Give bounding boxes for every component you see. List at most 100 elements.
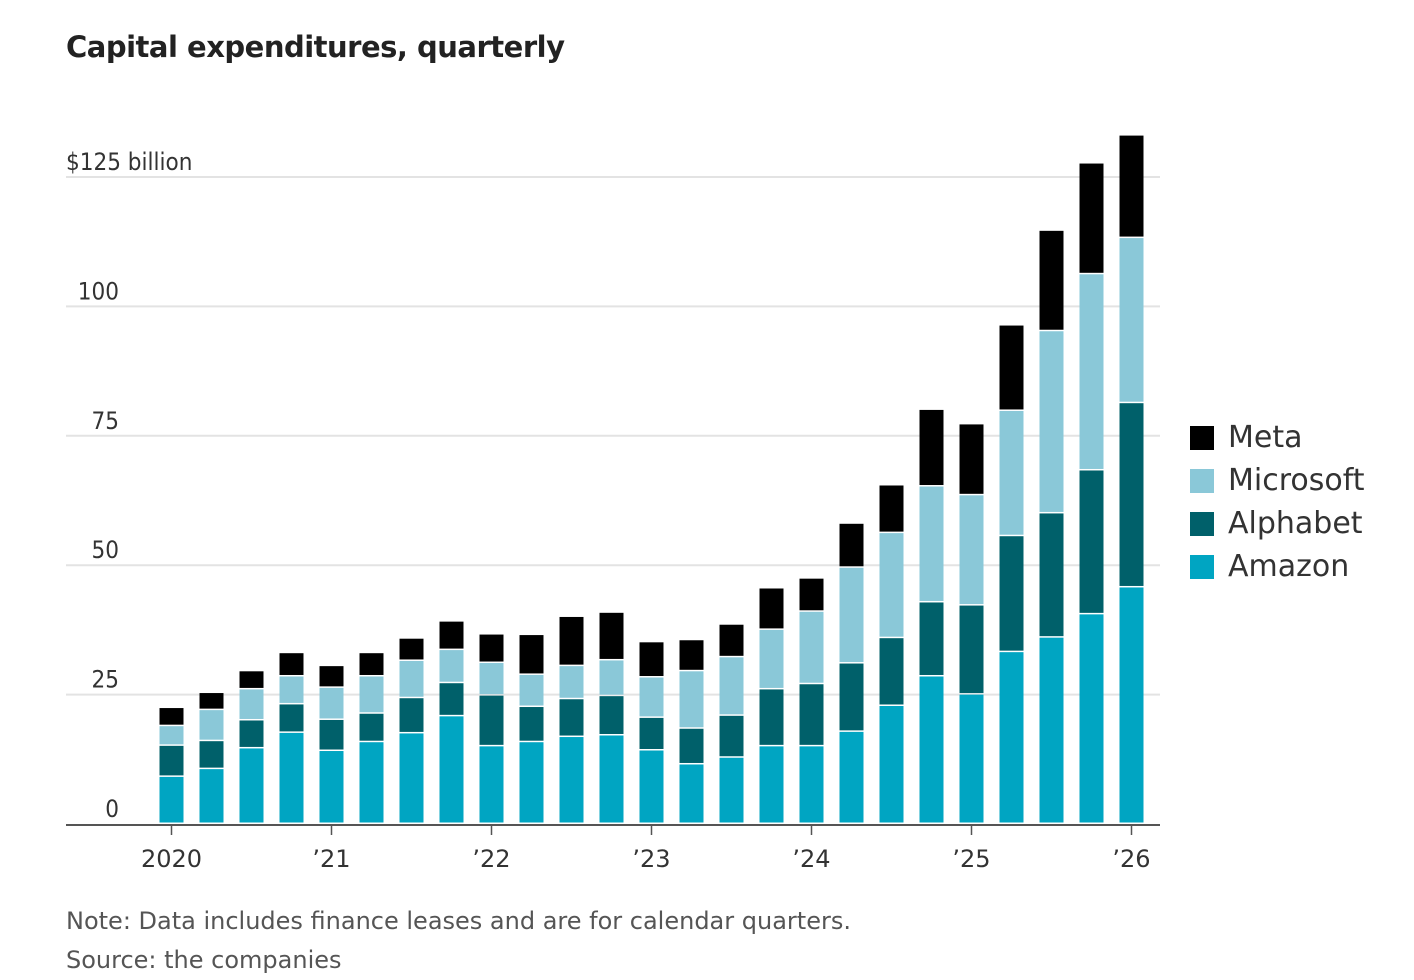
bar-segment-amazon bbox=[639, 750, 664, 823]
bar-segment-amazon bbox=[239, 748, 264, 823]
bar-segment-microsoft bbox=[319, 687, 344, 719]
bar-segment-alphabet bbox=[519, 707, 544, 741]
bar-segment-amazon bbox=[879, 705, 904, 823]
bar-segment-amazon bbox=[599, 735, 624, 823]
bar-segment-microsoft bbox=[1079, 274, 1104, 469]
bar-segment-amazon bbox=[799, 746, 824, 823]
bar-segment-microsoft bbox=[359, 676, 384, 713]
bar-segment-meta bbox=[799, 578, 824, 611]
bar-segment-meta bbox=[359, 653, 384, 675]
footnote: Note: Data includes finance leases and a… bbox=[66, 902, 851, 980]
bar-segment-alphabet bbox=[319, 719, 344, 750]
x-tick-label: ’26 bbox=[1112, 845, 1150, 873]
x-axis: 2020 ’21 ’22 ’23 ’24 ’25 ’26 bbox=[66, 824, 1160, 873]
legend-label-alphabet: Alphabet bbox=[1228, 506, 1363, 541]
bar-segment-meta bbox=[999, 325, 1024, 410]
bar-segment-meta bbox=[159, 708, 184, 725]
bar-segment-meta bbox=[599, 612, 624, 659]
source-text: Source: the companies bbox=[66, 946, 342, 974]
bar-segment-meta bbox=[399, 638, 424, 660]
bar-segment-meta bbox=[879, 485, 904, 532]
bar-segment-alphabet bbox=[919, 602, 944, 675]
y-tick-label: 25 bbox=[92, 666, 119, 694]
bars bbox=[159, 135, 1144, 823]
bar-segment-meta bbox=[679, 640, 704, 670]
bar-segment-alphabet bbox=[879, 638, 904, 705]
legend: Meta Microsoft Alphabet Amazon bbox=[1190, 416, 1365, 588]
bar-segment-meta bbox=[759, 588, 784, 629]
bar-segment-microsoft bbox=[399, 660, 424, 697]
bar-segment-microsoft bbox=[719, 657, 744, 715]
bar-segment-microsoft bbox=[279, 676, 304, 703]
bar-segment-alphabet bbox=[439, 683, 464, 715]
y-tick-label: 75 bbox=[92, 407, 119, 435]
bar-segment-microsoft bbox=[759, 629, 784, 688]
bar-segment-alphabet bbox=[599, 696, 624, 734]
bar-segment-alphabet bbox=[759, 689, 784, 745]
y-tick-label: 50 bbox=[92, 536, 119, 564]
bar-segment-amazon bbox=[559, 737, 584, 823]
bar-segment-amazon bbox=[279, 732, 304, 823]
bar-segment-microsoft bbox=[999, 410, 1024, 535]
bar-segment-microsoft bbox=[839, 567, 864, 663]
bar-segment-microsoft bbox=[239, 689, 264, 719]
bar-segment-amazon bbox=[679, 764, 704, 823]
legend-swatch-amazon bbox=[1190, 554, 1214, 579]
bar-segment-amazon bbox=[959, 694, 984, 823]
bar-segment-microsoft bbox=[479, 663, 504, 695]
bar-segment-microsoft bbox=[799, 611, 824, 683]
bar-segment-amazon bbox=[1079, 614, 1104, 823]
bar-segment-alphabet bbox=[279, 704, 304, 732]
bar-segment-alphabet bbox=[959, 605, 984, 694]
bar-segment-amazon bbox=[1039, 637, 1064, 823]
bar-segment-amazon bbox=[759, 746, 784, 823]
chart-title: Capital expenditures, quarterly bbox=[66, 30, 565, 64]
bar-segment-amazon bbox=[159, 776, 184, 823]
bar-segment-microsoft bbox=[919, 486, 944, 601]
bar-segment-alphabet bbox=[639, 717, 664, 750]
bar-segment-alphabet bbox=[199, 741, 224, 768]
legend-item-alphabet: Alphabet bbox=[1190, 502, 1365, 545]
bar-segment-alphabet bbox=[479, 695, 504, 745]
bar-segment-meta bbox=[839, 523, 864, 567]
legend-swatch-microsoft bbox=[1190, 468, 1214, 493]
bar-segment-amazon bbox=[439, 716, 464, 823]
legend-item-meta: Meta bbox=[1190, 416, 1365, 459]
x-tick-label: 2020 bbox=[141, 845, 202, 873]
bar-segment-meta bbox=[319, 666, 344, 687]
legend-item-microsoft: Microsoft bbox=[1190, 459, 1365, 502]
y-tick-label: $125 billion bbox=[66, 148, 192, 176]
bar-segment-microsoft bbox=[159, 726, 184, 745]
bar-segment-meta bbox=[279, 653, 304, 675]
bar-segment-meta bbox=[1039, 230, 1064, 330]
bar-segment-microsoft bbox=[439, 650, 464, 682]
legend-label-microsoft: Microsoft bbox=[1228, 463, 1365, 498]
bar-segment-microsoft bbox=[679, 671, 704, 728]
bar-segment-meta bbox=[639, 642, 664, 677]
bar-segment-microsoft bbox=[519, 674, 544, 706]
bar-segment-amazon bbox=[519, 742, 544, 823]
bar-segment-microsoft bbox=[639, 677, 664, 717]
bar-segment-amazon bbox=[839, 731, 864, 823]
legend-swatch-alphabet bbox=[1190, 511, 1214, 536]
bar-segment-meta bbox=[719, 624, 744, 656]
bar-segment-alphabet bbox=[679, 728, 704, 763]
bar-segment-meta bbox=[959, 424, 984, 494]
legend-label-meta: Meta bbox=[1228, 420, 1303, 455]
bar-segment-amazon bbox=[919, 676, 944, 823]
bar-segment-amazon bbox=[359, 742, 384, 823]
bar-segment-alphabet bbox=[839, 663, 864, 731]
bar-segment-microsoft bbox=[199, 710, 224, 740]
legend-swatch-meta bbox=[1190, 425, 1214, 450]
bar-segment-alphabet bbox=[359, 713, 384, 741]
bar-segment-amazon bbox=[719, 757, 744, 823]
bar-segment-meta bbox=[1119, 135, 1144, 237]
bar-segment-amazon bbox=[479, 746, 504, 823]
bar-segment-microsoft bbox=[1119, 238, 1144, 402]
bar-segment-amazon bbox=[319, 751, 344, 823]
y-tick-label: 100 bbox=[78, 277, 119, 305]
bar-segment-alphabet bbox=[399, 698, 424, 732]
bar-segment-meta bbox=[559, 616, 584, 665]
bar-segment-alphabet bbox=[559, 699, 584, 736]
note-text: Note: Data includes finance leases and a… bbox=[66, 907, 851, 935]
